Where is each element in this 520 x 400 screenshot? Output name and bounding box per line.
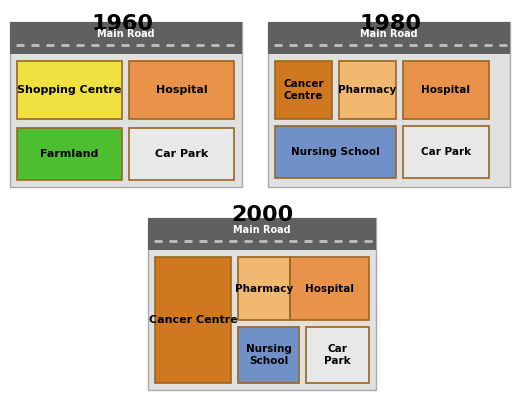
Bar [268,22,510,54]
Text: Main Road: Main Road [233,225,291,235]
Text: Nursing School: Nursing School [291,147,380,157]
Text: Pharmacy: Pharmacy [339,85,397,95]
Bar [275,61,332,119]
Text: 1960: 1960 [91,14,153,34]
Text: Nursing
School: Nursing School [245,344,291,366]
Text: Farmland: Farmland [41,149,99,159]
Bar [275,126,396,178]
Bar [403,61,489,119]
Text: Pharmacy: Pharmacy [235,284,293,294]
Bar [268,22,510,187]
Bar [148,218,376,250]
Text: Hospital: Hospital [305,284,354,294]
Bar [238,327,299,383]
Bar [129,128,234,180]
Bar [155,257,231,383]
Text: Main Road: Main Road [360,29,418,39]
Bar [17,128,122,180]
Text: Main Road: Main Road [97,29,155,39]
Bar [17,61,122,119]
Text: 2000: 2000 [231,205,293,225]
Text: Cancer Centre: Cancer Centre [149,315,237,325]
Bar [10,22,242,187]
Bar [339,61,396,119]
Text: Shopping Centre: Shopping Centre [17,85,122,95]
Bar [306,327,369,383]
Text: Hospital: Hospital [422,85,471,95]
Bar [238,257,290,320]
Bar [129,61,234,119]
Text: 1980: 1980 [359,14,421,34]
Text: Car Park: Car Park [155,149,208,159]
Text: Car
Park: Car Park [324,344,351,366]
Bar [403,126,489,178]
Bar [10,22,242,54]
Text: Hospital: Hospital [155,85,207,95]
Text: Car Park: Car Park [421,147,471,157]
Text: Cancer
Centre: Cancer Centre [283,79,324,101]
Bar [290,257,369,320]
Bar [148,218,376,390]
